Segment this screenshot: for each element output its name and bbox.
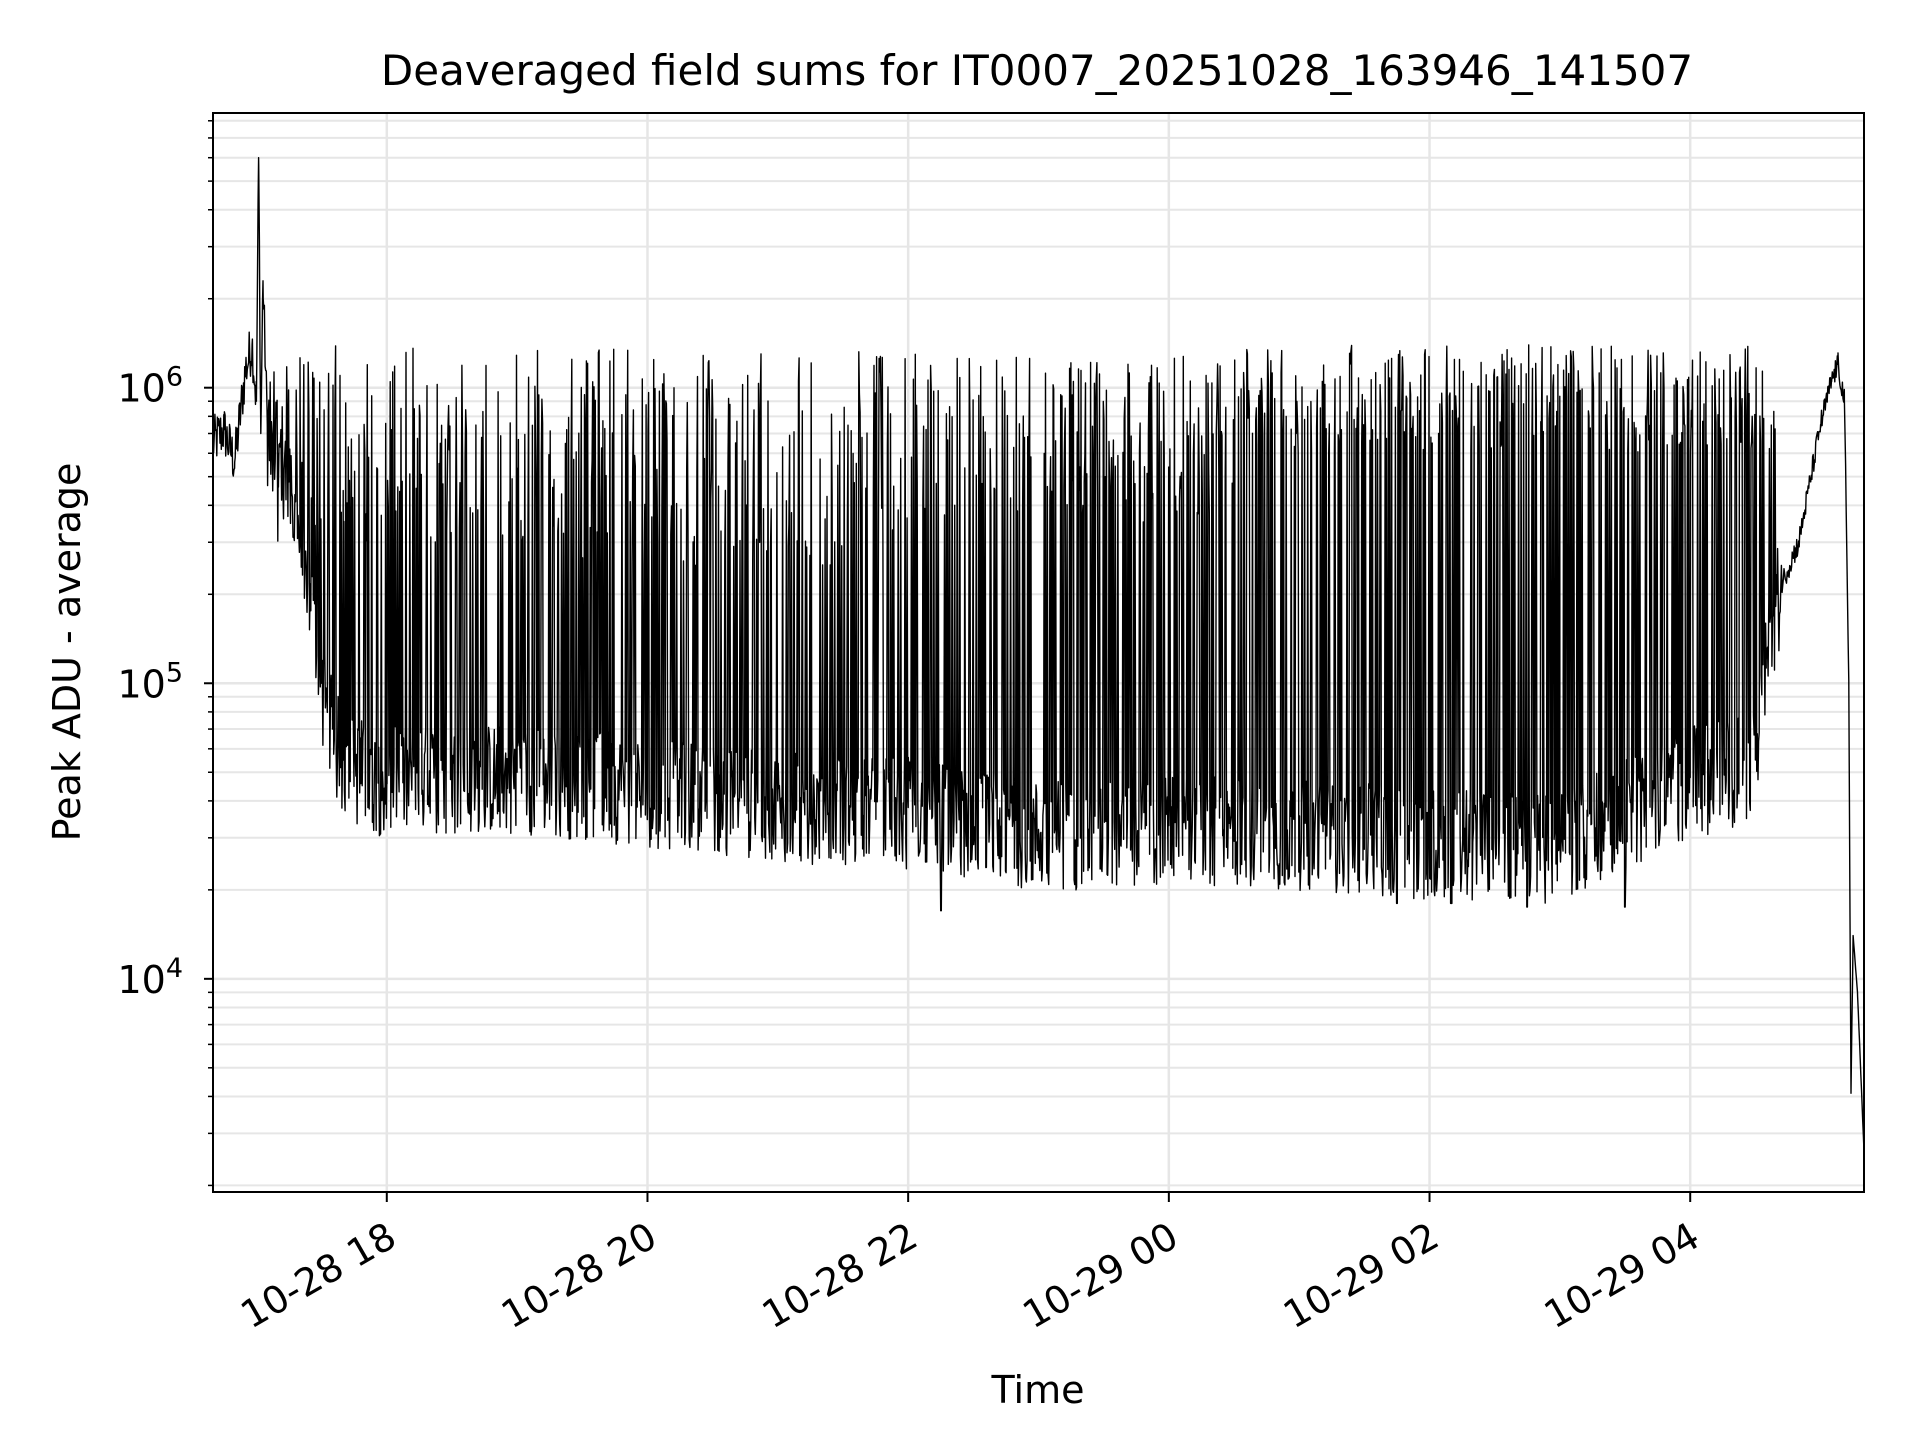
chart-title: Deaveraged field sums for IT0007_2025102…: [381, 46, 1693, 95]
y-axis-label: Peak ADU - average: [45, 463, 89, 842]
plot-frame: [212, 112, 1865, 1193]
y-tick-label: 105: [117, 657, 183, 706]
series-layer: [213, 157, 1864, 1152]
y-tick-label: 104: [117, 953, 183, 1002]
y-tick-label: 106: [117, 362, 183, 411]
x-axis-label: Time: [991, 1368, 1085, 1412]
data-series-line: [213, 157, 1864, 1152]
